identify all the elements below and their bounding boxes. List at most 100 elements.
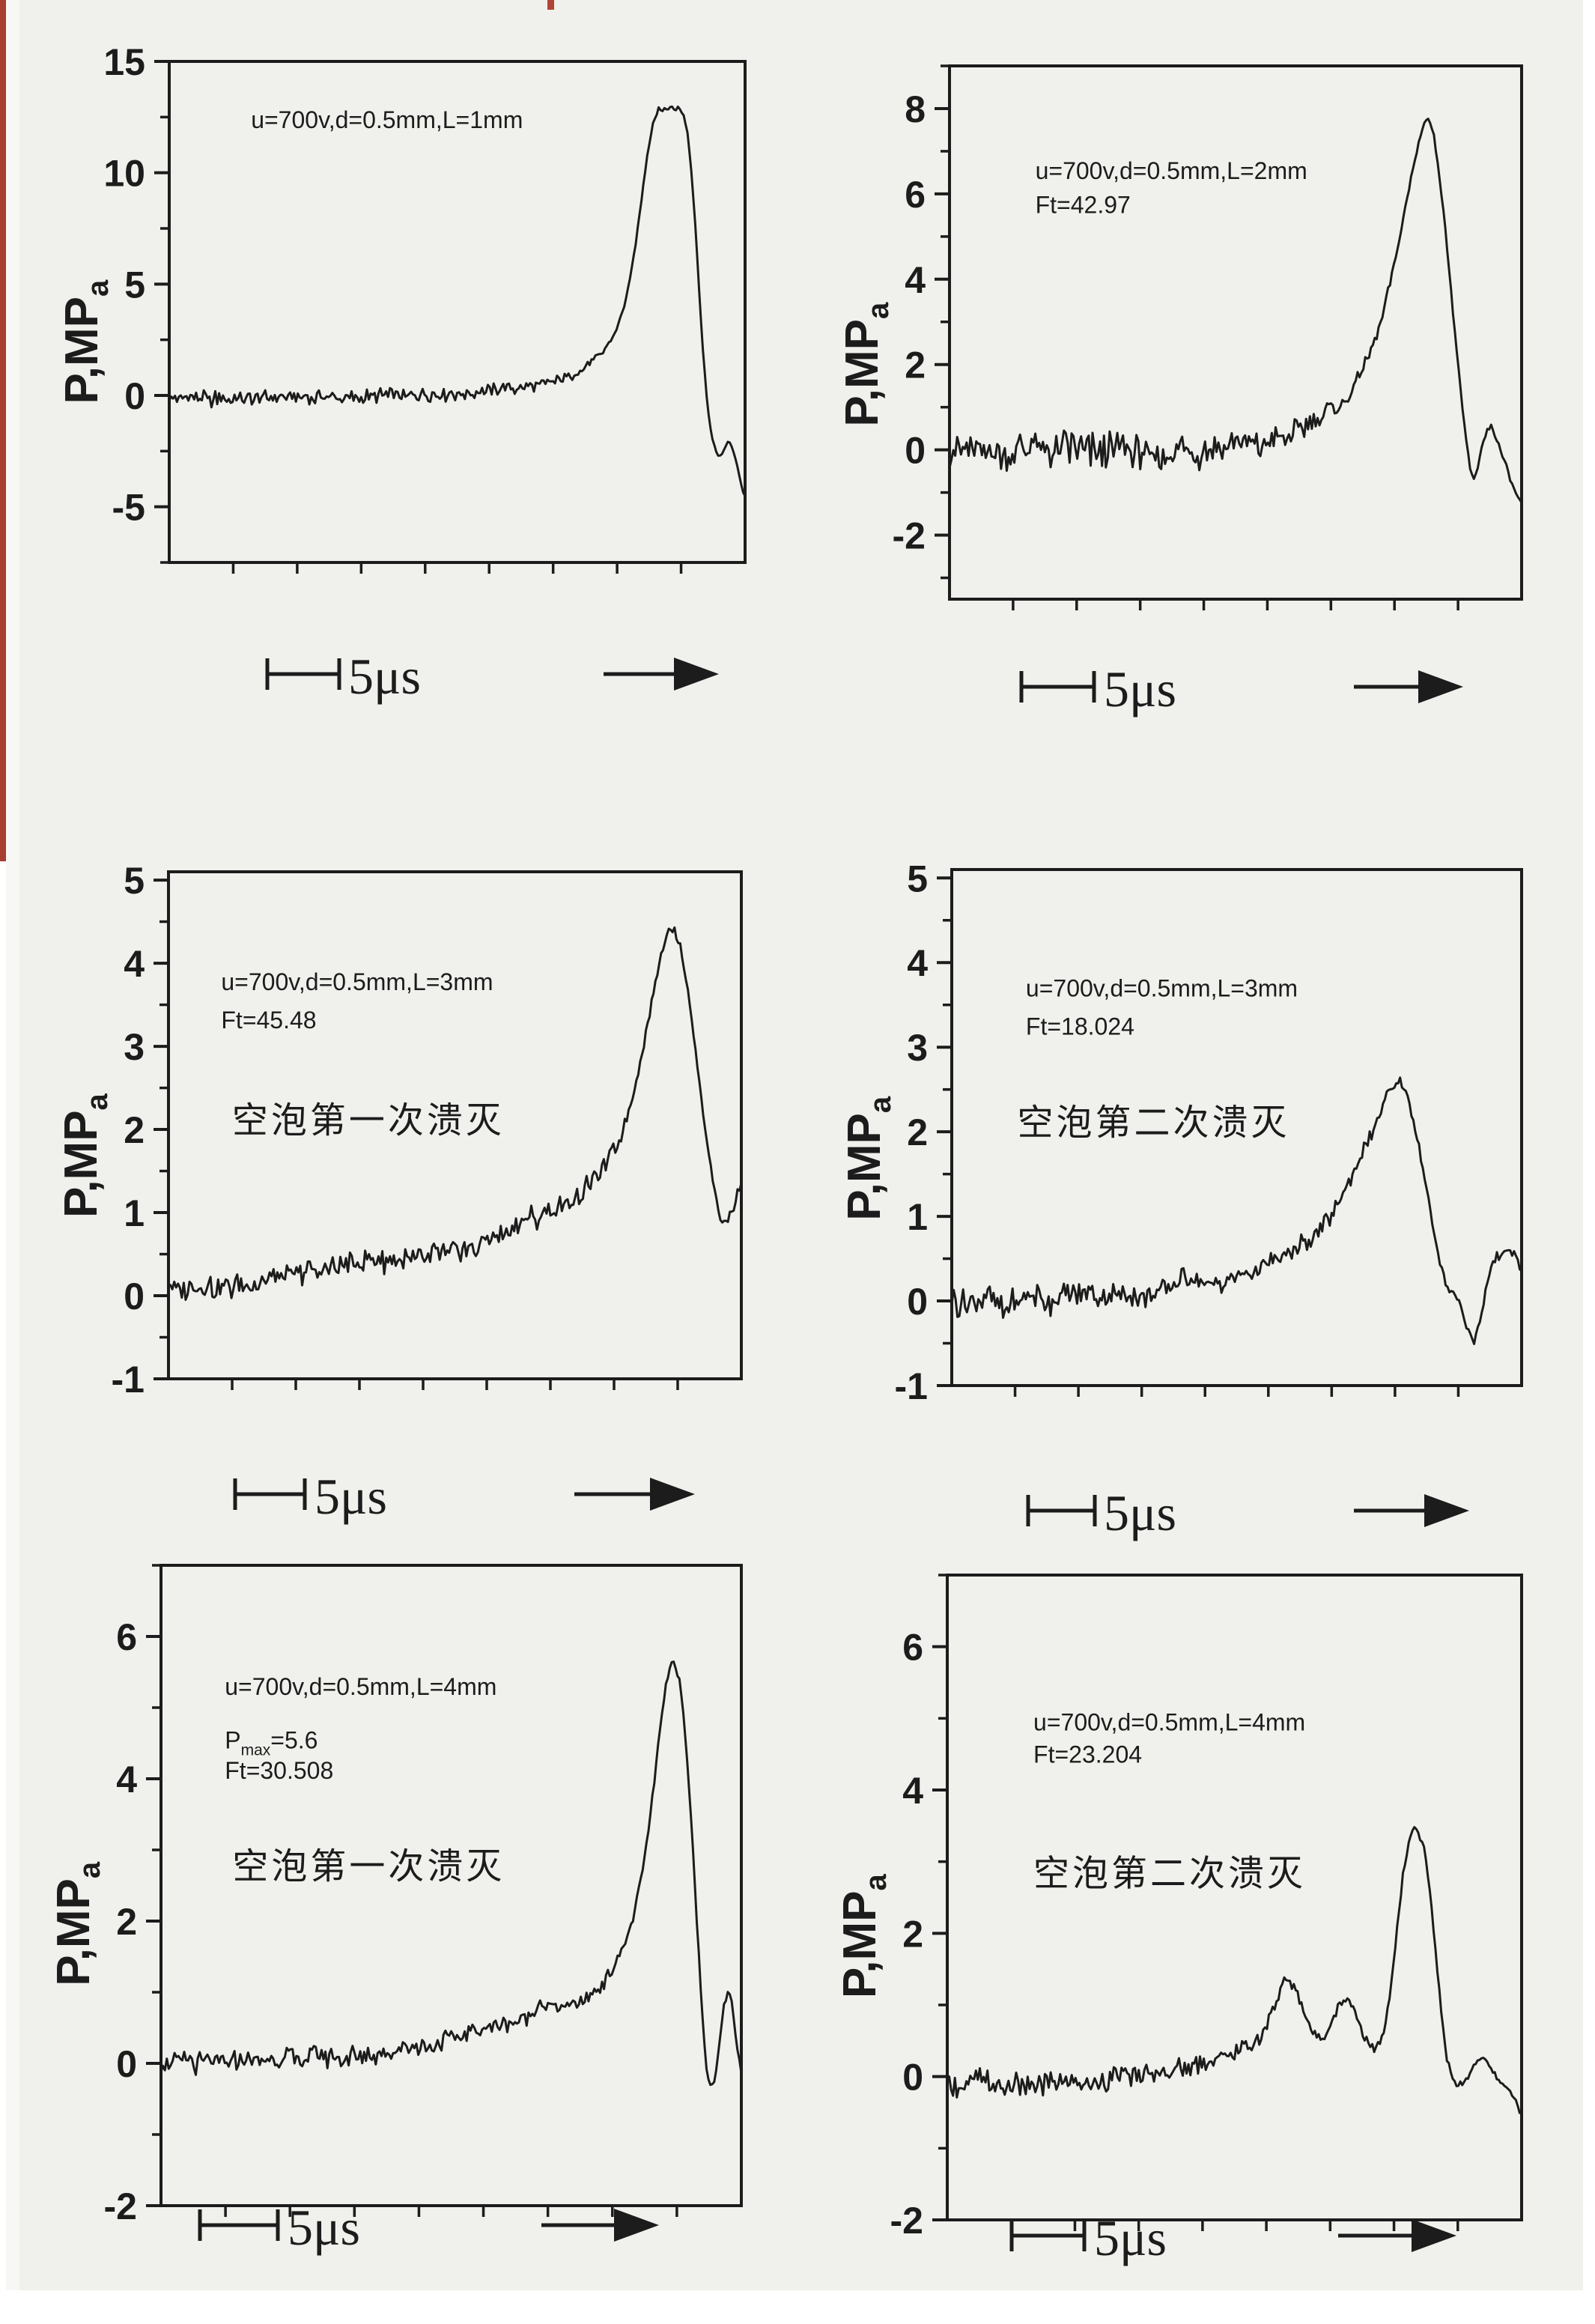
time-direction-arrow-icon	[650, 1478, 695, 1511]
y-tick-label: 6	[902, 1627, 923, 1669]
time-scalebar-4: 5μs	[1026, 1484, 1469, 1541]
y-tick-label: -1	[895, 1365, 928, 1407]
x-axis-ticks	[1009, 2220, 1459, 2231]
pressure-chart-4: -1 0 1 2 3 4 5 u=700v,d=0.5mm,L=3mm Ft=18.024 空泡第…	[839, 858, 1523, 1407]
y-tick-label: 3	[907, 1027, 928, 1069]
y-axis-ticks: -2 0 2 4 6	[104, 1564, 161, 2227]
y-tick-label: 4	[124, 943, 145, 985]
chinese-caption: 空泡第二次溃灭	[1018, 1103, 1290, 1143]
pressure-chart-2: -2 0 2 4 6 8 u=700v,d=0.5mm,L=2mm Ft=42.97 P,MPa	[836, 64, 1523, 610]
y-tick-label: -1	[112, 1359, 145, 1401]
y-tick-label: 6	[116, 1616, 137, 1658]
plot-border	[946, 1574, 1523, 2221]
y-tick-label: 4	[116, 1759, 137, 1800]
y-axis-label: P,MPa	[839, 1096, 897, 1221]
pressure-waveform	[167, 926, 743, 1301]
time-direction-arrow-icon	[1412, 2219, 1456, 2252]
y-axis-label: P,MPa	[56, 279, 115, 404]
plot-border	[160, 1564, 743, 2207]
pressure-waveform	[950, 1076, 1523, 1345]
y-axis-label: P,MPa	[48, 1861, 106, 1986]
chart-annotation: Ft=30.508	[225, 1757, 333, 1784]
x-axis-ticks	[231, 562, 683, 574]
time-scalebar-3: 5μs	[233, 1468, 695, 1525]
y-tick-label: -2	[890, 2200, 923, 2242]
y-tick-label: 0	[902, 2057, 923, 2099]
y-axis-label: P,MPa	[836, 302, 895, 427]
y-tick-label: -2	[104, 2185, 137, 2227]
plot-border	[948, 64, 1523, 601]
chinese-caption: 空泡第一次溃灭	[232, 1101, 505, 1141]
time-scalebar-5: 5μs	[198, 2199, 659, 2256]
x-axis-ticks	[224, 2206, 678, 2217]
time-scalebar-6: 5μs	[1009, 2209, 1456, 2266]
chart-annotation: u=700v,d=0.5mm,L=4mm	[225, 1673, 496, 1700]
y-tick-label: 0	[116, 2043, 137, 2085]
chinese-caption: 空泡第一次溃灭	[232, 1847, 505, 1887]
pressure-waveform	[946, 1826, 1523, 2114]
y-axis-label: P,MPa	[55, 1093, 114, 1218]
scalebar-label: 5μs	[1094, 2209, 1167, 2266]
y-tick-label: 2	[905, 345, 926, 386]
chart-annotation: u=700v,d=0.5mm,L=2mm	[1036, 157, 1307, 184]
y-tick-label: 4	[907, 942, 928, 984]
paper-background	[19, 0, 1583, 2290]
chart-annotation: u=700v,d=0.5mm,L=3mm	[1026, 975, 1298, 1002]
scalebar-label: 5μs	[288, 2199, 360, 2256]
y-tick-label: 15	[103, 41, 145, 83]
y-tick-label: 10	[103, 153, 145, 195]
y-axis-ticks: -5 0 5 10 15	[103, 41, 169, 564]
y-tick-label: 2	[907, 1111, 928, 1153]
scalebar-label: 5μs	[315, 1468, 387, 1525]
chart-annotation: u=700v,d=0.5mm,L=4mm	[1033, 1709, 1305, 1736]
y-axis-ticks: -2 0 2 4 6 8	[893, 64, 950, 580]
y-tick-label: 3	[124, 1026, 145, 1068]
plot-border	[950, 868, 1523, 1387]
pressure-chart-3: -1 0 1 2 3 4 5 u=700v,d=0.5mm,L=3mm Ft=45.48 空泡第一…	[55, 860, 743, 1401]
scan-speck-artifact	[547, 0, 554, 10]
y-tick-label: 0	[905, 430, 926, 472]
chart-annotation: Pmax=5.6	[225, 1726, 318, 1759]
scan-edge-artifact	[0, 0, 6, 861]
time-direction-arrow-icon	[614, 2209, 659, 2242]
y-tick-label: 0	[124, 1275, 145, 1317]
y-tick-label: 5	[124, 860, 145, 902]
y-tick-label: 0	[124, 375, 145, 417]
y-tick-label: 5	[124, 264, 145, 306]
y-tick-label: 5	[907, 858, 928, 899]
plot-border	[167, 870, 743, 1380]
pressure-waveform	[168, 105, 747, 497]
pressure-waveform	[948, 118, 1523, 504]
pressure-waveform	[160, 1660, 743, 2087]
chart-annotation: Ft=45.48	[221, 1007, 316, 1034]
chart-annotation: u=700v,d=0.5mm,L=1mm	[251, 106, 523, 133]
y-axis-ticks: -1 0 1 2 3 4 5	[895, 858, 952, 1407]
y-tick-label: 2	[116, 1901, 137, 1943]
y-axis-ticks: -2 0 2 4 6	[890, 1574, 947, 2242]
chinese-caption: 空泡第二次溃灭	[1033, 1854, 1306, 1893]
pressure-chart-6: -2 0 2 4 6 u=700v,d=0.5mm,L=4mm Ft=23.204 空泡第二次…	[834, 1574, 1523, 2242]
y-tick-label: -5	[112, 487, 145, 529]
y-tick-label: 2	[902, 1913, 923, 1955]
chart-annotation: Ft=23.204	[1033, 1741, 1142, 1768]
y-axis-ticks: -1 0 1 2 3 4 5	[112, 860, 168, 1401]
x-axis-ticks	[1013, 1386, 1460, 1397]
y-tick-label: 0	[907, 1281, 928, 1323]
chart-annotation: u=700v,d=0.5mm,L=3mm	[221, 968, 493, 995]
y-tick-label: 8	[905, 88, 926, 130]
pressure-chart-5: -2 0 2 4 6 u=700v,d=0.5mm,L=4mm Pmax=5.6Ft=30.…	[48, 1564, 743, 2227]
time-direction-arrow-icon	[1424, 1494, 1469, 1527]
page-edge-shading	[6, 0, 19, 2290]
scalebar-label: 5μs	[348, 648, 421, 705]
pressure-chart-1: -5 0 5 10 15 u=700v,d=0.5mm,L=1mm P,MPa	[56, 41, 747, 574]
x-axis-ticks	[231, 1379, 679, 1390]
y-axis-label: P,MPa	[834, 1873, 893, 1998]
scalebar-label: 5μs	[1104, 661, 1176, 717]
x-axis-ticks	[1012, 599, 1459, 610]
y-tick-label: 2	[124, 1109, 145, 1151]
plot-border	[168, 60, 747, 564]
time-scalebar-1: 5μs	[265, 648, 719, 705]
y-tick-label: 1	[124, 1192, 145, 1234]
